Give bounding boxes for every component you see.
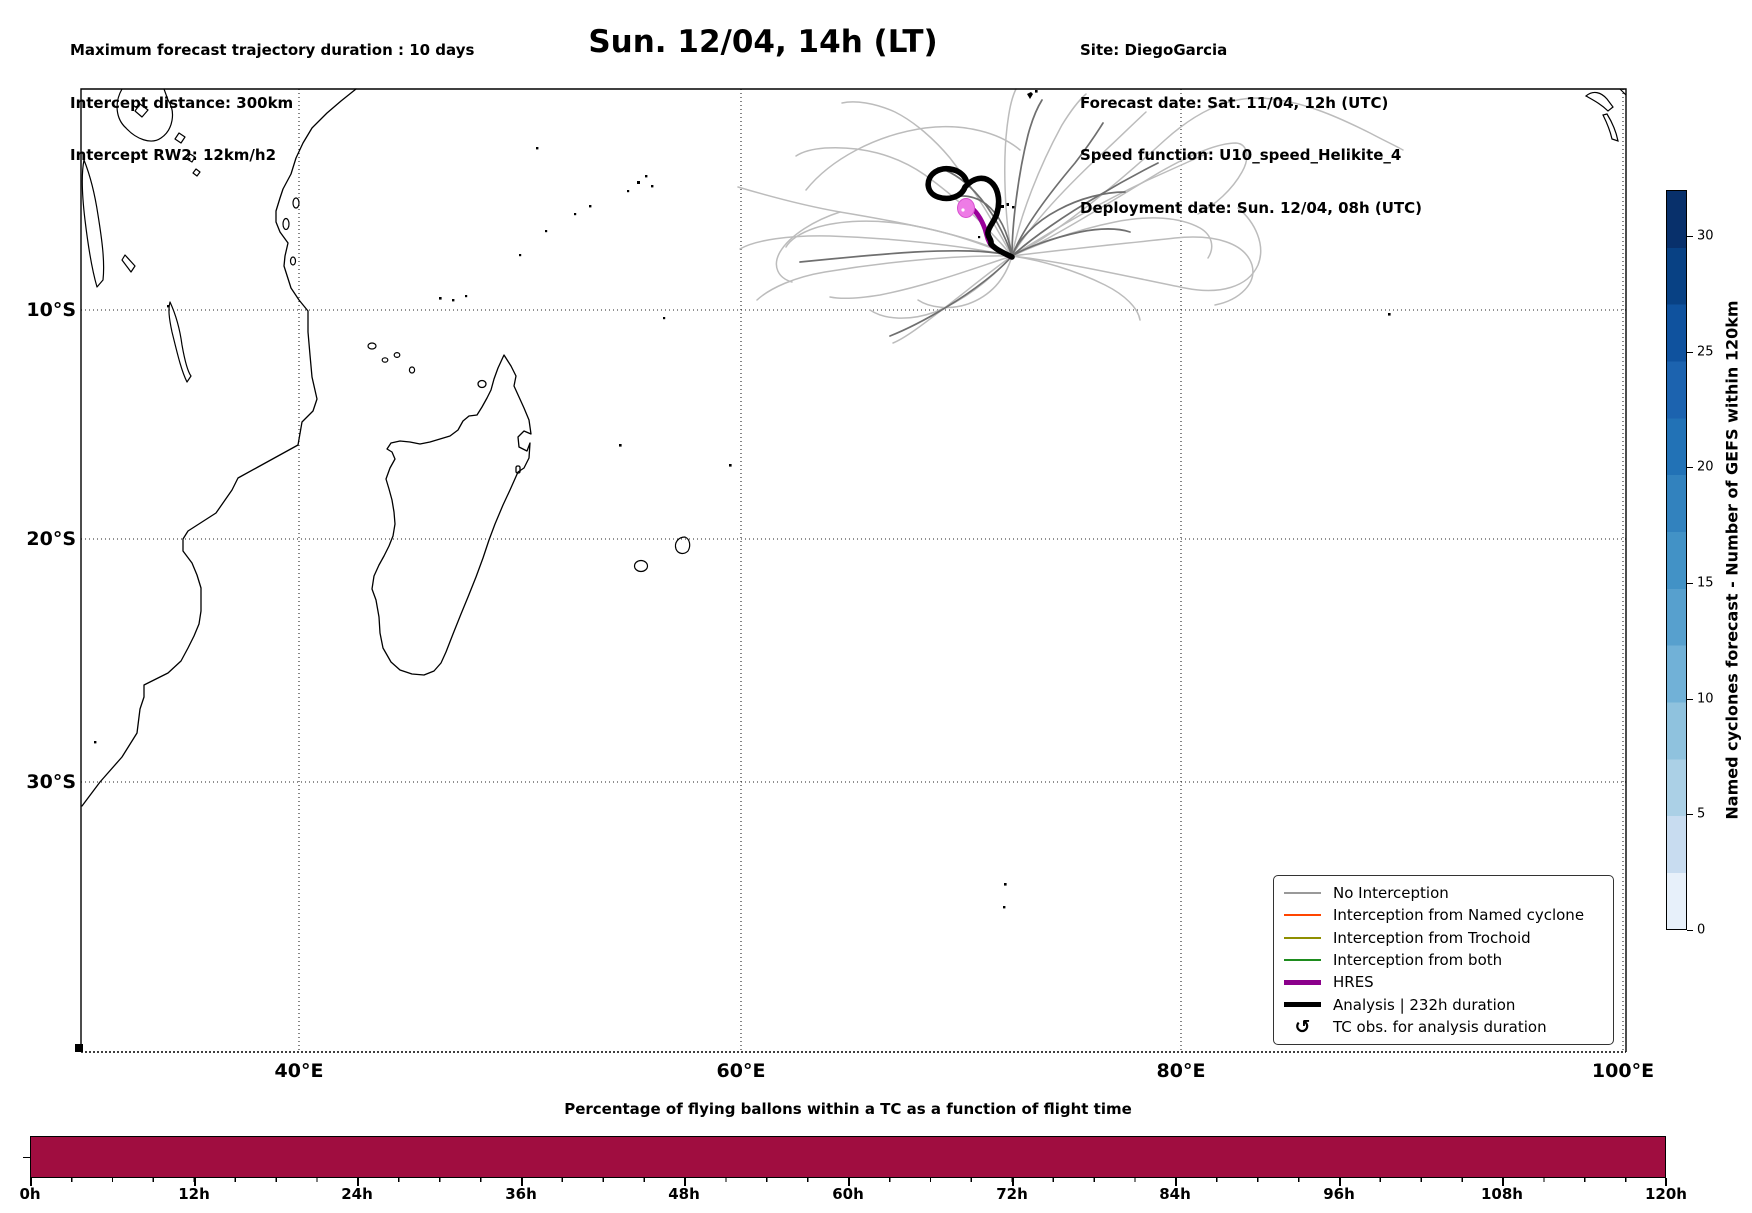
forecast-date-text: Forecast date: Sat. 11/04, 12h (UTC) xyxy=(1080,93,1389,112)
trajectories-no-interception-light xyxy=(737,88,1404,344)
legend-row-analysis: Analysis | 232h duration xyxy=(1284,994,1603,1016)
page-title: Sun. 12/04, 14h (LT) xyxy=(588,24,938,60)
lat-tick-20s: 20°S xyxy=(26,528,76,550)
legend-label: HRES xyxy=(1333,973,1374,992)
site-text: Site: DiegoGarcia xyxy=(1080,41,1228,59)
legend-label: TC obs. for analysis duration xyxy=(1333,1017,1547,1036)
green-line-swatch xyxy=(1284,958,1321,961)
x-label-48h: 48h xyxy=(668,1185,700,1203)
bottom-chart-y-tick xyxy=(23,1157,30,1159)
x-tick xyxy=(194,1178,196,1186)
orange-line-swatch xyxy=(1284,914,1321,917)
colorbar-tick-15: 15 xyxy=(1697,575,1714,591)
purple-line-swatch xyxy=(1284,979,1321,985)
colorbar-tick-10: 10 xyxy=(1697,691,1714,707)
trajectories-no-interception-dark xyxy=(799,99,1159,337)
coastline-africa xyxy=(81,88,357,807)
lon-tick-60e: 60°E xyxy=(716,1060,766,1082)
legend-label: Interception from Trochoid xyxy=(1333,928,1531,947)
lon-tick-100e: 100°E xyxy=(1591,1060,1655,1082)
legend-row-both: Interception from both xyxy=(1284,949,1603,971)
legend-row-hres: HRES xyxy=(1284,971,1603,993)
legend-label: Analysis | 232h duration xyxy=(1333,995,1516,1014)
colorbar-tick-25: 25 xyxy=(1697,344,1714,360)
x-label-72h: 72h xyxy=(996,1185,1028,1203)
colorbar-tick xyxy=(1687,583,1693,585)
tc-obs-marker xyxy=(957,198,975,218)
x-tick xyxy=(357,1178,359,1186)
colorbar-tick-0: 0 xyxy=(1697,922,1706,938)
colorbar-tick-30: 30 xyxy=(1697,228,1714,244)
x-label-24h: 24h xyxy=(341,1185,373,1203)
x-tick xyxy=(684,1178,686,1186)
x-tick xyxy=(521,1178,523,1186)
lon-tick-80e: 80°E xyxy=(1156,1060,1206,1082)
coastline-islands xyxy=(282,88,1627,573)
legend-row-named-cyclone: Interception from Named cyclone xyxy=(1284,904,1603,926)
x-label-60h: 60h xyxy=(832,1185,864,1203)
colorbar-tick xyxy=(1687,814,1693,816)
x-tick xyxy=(1502,1178,1504,1186)
colorbar xyxy=(1666,190,1687,930)
colorbar-tick xyxy=(1687,467,1693,469)
intercept-rw2-text: Intercept RW2: 12km/h2 xyxy=(70,146,277,164)
header-top-left: Maximum forecast trajectory duration : 1… xyxy=(70,7,474,200)
legend-row-tc-obs: ↺ TC obs. for analysis duration xyxy=(1284,1016,1603,1038)
colorbar-tick-5: 5 xyxy=(1697,806,1706,822)
colorbar-label: Named cyclones forecast - Number of GEFS… xyxy=(1722,300,1742,820)
x-label-12h: 12h xyxy=(178,1185,210,1203)
map-gridlines xyxy=(81,89,1626,1052)
x-label-84h: 84h xyxy=(1159,1185,1191,1203)
legend-row-no-interception: No Interception xyxy=(1284,882,1603,904)
x-tick xyxy=(848,1178,850,1186)
colorbar-tick-20: 20 xyxy=(1697,459,1714,475)
gray-line-swatch xyxy=(1284,892,1321,894)
x-label-120h: 120h xyxy=(1645,1185,1687,1203)
lat-tick-30s: 30°S xyxy=(26,771,76,793)
legend-label: Interception from both xyxy=(1333,950,1503,969)
header-top-right: Site: DiegoGarcia Forecast date: Sat. 11… xyxy=(1080,7,1422,252)
x-tick xyxy=(1175,1178,1177,1186)
legend-row-trochoid: Interception from Trochoid xyxy=(1284,927,1603,949)
deployment-date-text: Deployment date: Sun. 12/04, 08h (UTC) xyxy=(1080,198,1423,217)
x-label-0h: 0h xyxy=(19,1185,41,1203)
max-duration-text: Maximum forecast trajectory duration : 1… xyxy=(70,41,475,59)
coastline-madagascar xyxy=(371,354,532,676)
rotation-arrow-icon: ↺ xyxy=(1294,1015,1311,1038)
black-line-swatch xyxy=(1284,1002,1321,1008)
x-label-36h: 36h xyxy=(505,1185,537,1203)
x-label-108h: 108h xyxy=(1481,1185,1523,1203)
x-tick xyxy=(1012,1178,1014,1186)
bottom-chart-title: Percentage of flying ballons within a TC… xyxy=(564,1100,1132,1118)
colorbar-tick xyxy=(1687,352,1693,354)
colorbar-tick xyxy=(1687,930,1693,932)
x-label-96h: 96h xyxy=(1323,1185,1355,1203)
intercept-distance-text: Intercept distance: 300km xyxy=(70,93,294,112)
legend-label: No Interception xyxy=(1333,884,1449,902)
lat-tick-10s: 10°S xyxy=(26,299,76,321)
map-frame xyxy=(80,88,1627,1053)
x-tick xyxy=(1665,1178,1667,1186)
speed-function-text: Speed function: U10_speed_Helikite_4 xyxy=(1080,146,1402,164)
map-legend: No Interception Interception from Named … xyxy=(1273,875,1614,1045)
x-tick xyxy=(30,1178,32,1186)
coastline-lakes xyxy=(81,88,201,383)
lon-tick-40e: 40°E xyxy=(274,1060,324,1082)
legend-label: Interception from Named cyclone xyxy=(1333,906,1585,925)
balloon-percentage-bar xyxy=(30,1136,1666,1178)
x-tick xyxy=(1339,1178,1341,1186)
colorbar-tick xyxy=(1687,236,1693,238)
colorbar-tick xyxy=(1687,699,1693,701)
analysis-trajectory xyxy=(925,166,1015,260)
olive-line-swatch xyxy=(1284,936,1321,939)
